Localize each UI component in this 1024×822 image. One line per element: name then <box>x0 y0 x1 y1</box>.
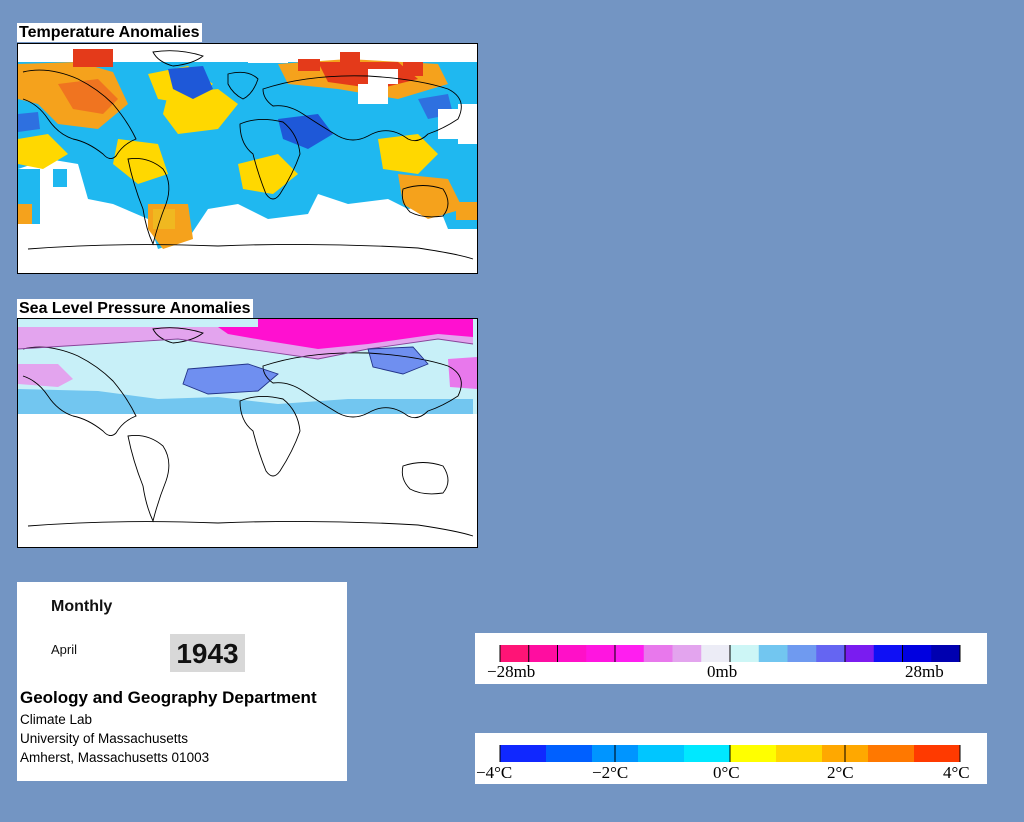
department-name: Geology and Geography Department <box>20 688 317 707</box>
pressure-scale-swatch <box>873 645 903 662</box>
pressure-anomaly-map <box>17 318 478 548</box>
temperature-scale-swatch <box>638 745 685 762</box>
pressure-color-scale: −28mb 0mb 28mb <box>475 633 987 684</box>
info-box: Monthly April 1943 Geology and Geography… <box>17 582 347 781</box>
pressure-scale-swatch <box>845 645 875 662</box>
pressure-scale-swatch <box>643 645 673 662</box>
pressure-scale-canvas: −28mb 0mb 28mb <box>487 645 961 681</box>
pressure-scale-swatch <box>557 645 587 662</box>
pressure-label-zero: 0mb <box>707 662 737 681</box>
pressure-scale-swatch <box>730 645 760 662</box>
temperature-label-pos4: 4°C <box>943 763 970 782</box>
pressure-scale-swatch <box>758 645 788 662</box>
frequency-label: Monthly <box>51 598 113 615</box>
pressure-scale-swatch <box>500 645 530 662</box>
pressure-scale-swatch <box>672 645 702 662</box>
temperature-anomalies-title: Temperature Anomalies <box>17 23 202 42</box>
pressure-map-canvas <box>18 319 477 537</box>
pressure-scale-swatch <box>816 645 846 662</box>
pressure-scale-swatch <box>902 645 932 662</box>
pressure-label-min: −28mb <box>487 662 535 681</box>
temperature-label-pos2: 2°C <box>827 763 854 782</box>
lab-name: Climate Lab <box>20 712 93 727</box>
pressure-scale-swatch <box>931 645 961 662</box>
month-label: April <box>51 642 78 657</box>
temperature-scale-swatch <box>730 745 777 762</box>
temperature-label-zero: 0°C <box>713 763 740 782</box>
pressure-scale-swatch <box>701 645 731 662</box>
pressure-scale-swatch <box>528 645 558 662</box>
temperature-scale-swatch <box>500 745 547 762</box>
temperature-anomaly-map <box>17 43 478 274</box>
temperature-scale-swatch <box>546 745 593 762</box>
year-label: 1943 <box>170 634 245 672</box>
temperature-scale-swatch <box>776 745 823 762</box>
temperature-color-scale: −4°C −2°C 0°C 2°C 4°C <box>475 733 987 784</box>
temperature-label-neg2: −2°C <box>592 763 628 782</box>
pressure-label-max: 28mb <box>905 662 944 681</box>
pressure-scale-swatch <box>787 645 817 662</box>
temperature-scale-swatch <box>914 745 961 762</box>
pressure-scale-swatch <box>586 645 616 662</box>
university-name: University of Massachusetts <box>20 731 189 746</box>
temperature-scale-canvas: −4°C −2°C 0°C 2°C 4°C <box>476 745 970 782</box>
temperature-coverage <box>18 62 477 249</box>
temperature-scale-swatch <box>684 745 731 762</box>
temperature-label-neg4: −4°C <box>476 763 512 782</box>
temperature-scale-swatch <box>868 745 915 762</box>
address-text: Amherst, Massachusetts 01003 <box>20 750 210 765</box>
pressure-scale-swatch <box>615 645 645 662</box>
pressure-anomalies-title: Sea Level Pressure Anomalies <box>17 299 253 318</box>
temperature-map-canvas <box>18 49 477 260</box>
